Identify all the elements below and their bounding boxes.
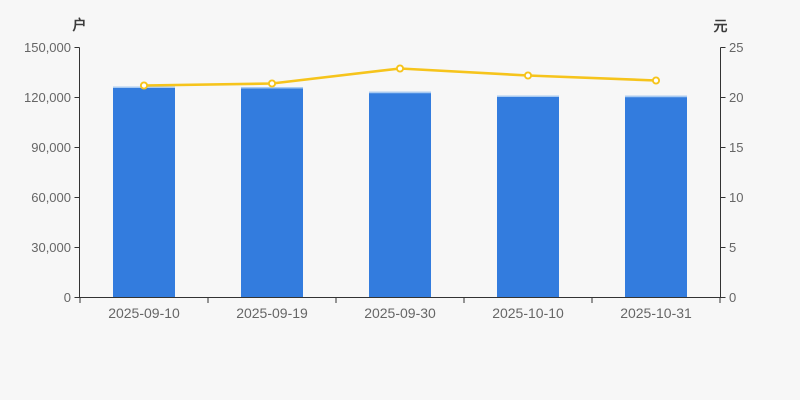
- bar[interactable]: [625, 95, 687, 298]
- left-axis-tick-label: 30,000: [31, 240, 71, 255]
- bar[interactable]: [497, 95, 559, 298]
- x-axis-tick-label: 2025-09-30: [364, 305, 436, 321]
- line-point[interactable]: [139, 81, 149, 90]
- left-axis-unit-label: 户: [73, 17, 87, 33]
- right-axis-tick-label: 15: [729, 140, 743, 155]
- bar[interactable]: [113, 86, 175, 298]
- left-axis-tick-label: 90,000: [31, 140, 71, 155]
- line-point[interactable]: [395, 64, 405, 73]
- x-axis-tick-label: 2025-09-19: [236, 305, 308, 321]
- line-point[interactable]: [651, 76, 661, 85]
- bar[interactable]: [369, 91, 431, 298]
- right-axis-tick-label: 20: [729, 90, 743, 105]
- right-axis-unit-label: 元: [714, 18, 728, 34]
- x-axis-tick-label: 2025-09-10: [108, 305, 180, 321]
- x-axis-tick-label: 2025-10-31: [620, 305, 692, 321]
- x-axis-tick-label: 2025-10-10: [492, 305, 564, 321]
- right-axis-tick-label: 5: [729, 240, 736, 255]
- right-axis-tick-label: 25: [729, 40, 743, 55]
- right-axis-tick-label: 0: [729, 290, 736, 305]
- right-axis-tick-label: 10: [729, 190, 743, 205]
- left-axis-tick-label: 60,000: [31, 190, 71, 205]
- bar[interactable]: [241, 87, 303, 298]
- left-axis-tick-label: 150,000: [24, 40, 71, 55]
- line-point[interactable]: [523, 71, 533, 80]
- left-axis-tick-label: 0: [64, 290, 71, 305]
- left-axis-tick-label: 120,000: [24, 90, 71, 105]
- line-point[interactable]: [267, 79, 277, 88]
